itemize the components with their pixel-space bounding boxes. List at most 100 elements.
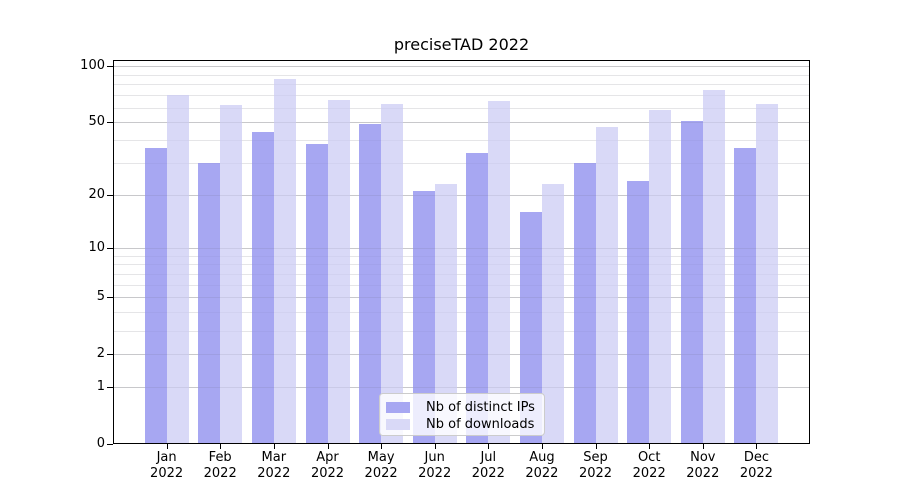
y-tick-label-0: 0 [96, 436, 105, 451]
x-tick-nov [702, 444, 704, 449]
bar-downloads-jan [166, 95, 189, 444]
bar-distinct-ips-jun [412, 191, 435, 444]
chart-title: preciseTAD 2022 [393, 35, 530, 54]
gridline-minor-overlay [114, 84, 809, 86]
y-tick-label-100: 100 [80, 58, 105, 74]
gridline-major [114, 194, 809, 196]
y-tick-50 [107, 122, 113, 124]
legend-row-downloads: Nb of downloads [386, 416, 544, 433]
y-tick-2 [107, 354, 113, 356]
gridline-major-overlay [114, 354, 809, 356]
gridline-major [114, 66, 809, 68]
bar-downloads-mar [273, 79, 296, 444]
bar-downloads-jun [434, 183, 457, 444]
gridline-minor-overlay [114, 140, 809, 141]
x-tick-oct [649, 444, 651, 449]
bar-downloads-apr [327, 99, 350, 444]
gridline-minor-overlay [114, 74, 809, 76]
y-tick-label-10: 10 [88, 239, 105, 255]
legend-swatch-downloads [386, 419, 410, 430]
x-tick-label-sep: Sep 2022 [578, 450, 613, 481]
x-tick-label-jun: Jun 2022 [418, 450, 452, 481]
legend: Nb of distinct IPs Nb of downloads [379, 393, 545, 436]
legend-row-distinct-ips: Nb of distinct IPs [386, 399, 544, 416]
bar-distinct-ips-sep [573, 162, 596, 444]
gridline-minor [114, 273, 809, 275]
gridline-minor-overlay [114, 162, 809, 164]
y-tick-label-1: 1 [96, 379, 105, 395]
gridline-minor-overlay [114, 255, 809, 257]
bar-downloads-oct [649, 110, 672, 444]
gridline-major [114, 387, 809, 389]
gridline-major-overlay [114, 387, 809, 389]
bar-downloads-aug [541, 183, 564, 444]
x-tick-label-dec: Dec 2022 [739, 450, 773, 481]
gridline-major-overlay [114, 66, 809, 68]
bar-downloads-jul [488, 101, 511, 444]
gridline-minor [114, 107, 809, 109]
x-tick-label-jan: Jan 2022 [150, 450, 184, 481]
x-tick-mar [273, 444, 275, 449]
x-tick-label-oct: Oct 2022 [632, 450, 666, 481]
gridline-minor [114, 284, 809, 286]
x-tick-jul [488, 444, 490, 449]
y-tick-5 [107, 297, 113, 299]
gridline-minor [114, 255, 809, 257]
y-tick-10 [107, 247, 113, 249]
y-tick-20 [107, 194, 113, 196]
gridline-major [114, 354, 809, 356]
bar-downloads-dec [756, 103, 779, 444]
y-tick-100 [107, 66, 113, 68]
legend-swatch-distinct-ips [386, 402, 410, 413]
bar-distinct-ips-nov [680, 120, 703, 444]
gridline-major-overlay [114, 194, 809, 196]
x-tick-jan [166, 444, 168, 449]
gridline-minor [114, 74, 809, 76]
x-tick-label-apr: Apr 2022 [310, 450, 345, 481]
x-tick-label-aug: Aug 2022 [525, 450, 559, 481]
x-tick-may [381, 444, 383, 449]
gridline-minor [114, 84, 809, 86]
x-tick-label-nov: Nov 2022 [686, 450, 720, 481]
gridline-minor-overlay [114, 312, 809, 314]
x-tick-feb [220, 444, 222, 449]
bar-distinct-ips-feb [198, 162, 221, 444]
bar-downloads-may [381, 103, 404, 444]
gridline-major [114, 247, 809, 249]
gridline-minor [114, 264, 809, 266]
bar-distinct-ips-oct [627, 180, 650, 444]
y-tick-label-5: 5 [96, 289, 105, 305]
bar-distinct-ips-may [359, 123, 382, 444]
bar-distinct-ips-jan [144, 148, 167, 444]
gridline-major-overlay [114, 297, 809, 299]
y-tick-1 [107, 387, 113, 389]
gridline-minor [114, 330, 809, 332]
gridline-minor [114, 140, 809, 141]
y-tick-label-50: 50 [88, 114, 105, 130]
legend-label-distinct-ips: Nb of distinct IPs [426, 400, 535, 415]
gridline-minor [114, 95, 809, 97]
bar-downloads-sep [595, 127, 618, 444]
gridline-minor [114, 312, 809, 314]
x-tick-sep [595, 444, 597, 449]
gridline-major [114, 297, 809, 299]
gridline-minor-overlay [114, 273, 809, 275]
x-tick-label-feb: Feb 2022 [203, 450, 237, 481]
bar-distinct-ips-dec [734, 148, 757, 444]
gridline-minor-overlay [114, 284, 809, 286]
y-tick-label-2: 2 [96, 346, 105, 362]
legend-label-downloads: Nb of downloads [426, 417, 535, 432]
x-tick-dec [756, 444, 758, 449]
x-tick-jun [434, 444, 436, 449]
gridline-minor [114, 162, 809, 164]
gridline-minor-overlay [114, 330, 809, 332]
gridline-major [114, 122, 809, 124]
x-tick-label-may: May 2022 [364, 450, 398, 481]
x-tick-apr [327, 444, 329, 449]
gridline-minor-overlay [114, 107, 809, 109]
bar-distinct-ips-apr [305, 144, 328, 444]
x-tick-label-mar: Mar 2022 [257, 450, 291, 481]
gridline-minor-overlay [114, 264, 809, 266]
bar-distinct-ips-aug [519, 212, 542, 444]
